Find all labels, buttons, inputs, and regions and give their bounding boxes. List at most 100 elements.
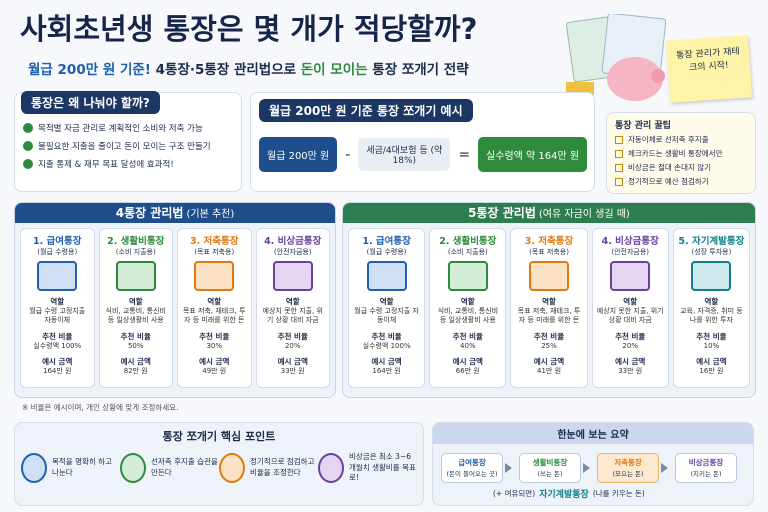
plan-subtitle: (여유 자금이 생길 때) [538, 209, 630, 220]
role-label: 역할 [704, 297, 719, 306]
amount-label: 예시 금액 [199, 357, 230, 367]
account-card: 2. 생활비통장 (소비 지출용) 역할 식비, 교통비, 통신비 등 일상생활비 사… [98, 228, 173, 388]
subtitle-part: 월급 200만 원 기준! [28, 62, 151, 78]
amount-value: 82만 원 [123, 367, 148, 376]
amount-value: 49만 원 [202, 367, 227, 376]
account-purpose: (소비 지출용) [447, 248, 488, 256]
ratio-value: 20% [284, 342, 301, 350]
plan-header: 4통장 관리법 (기본 추천) [15, 203, 335, 223]
tip-item: 정기적으로 예산 점검하기 [615, 176, 755, 187]
account-card: 3. 저축통장 (목표 저축용) 역할 목표 저축, 재테크, 투자 등 미래를 위한… [177, 228, 252, 388]
ratio-label: 추천 비율 [199, 332, 230, 341]
sticky-note: 통장 관리가 재테크의 시작! [665, 35, 753, 103]
role-label: 역할 [542, 297, 556, 306]
account-icon [691, 261, 732, 291]
role-label: 역할 [207, 297, 222, 306]
plan-title: 5통장 관리법 [468, 206, 536, 220]
account-card: 5. 자기계발통장 (성장 투자용) 역할 교육, 자격증, 취미 등 나를 위한 투… [672, 228, 751, 388]
plan-title: 4통장 관리법 [115, 206, 184, 220]
points-title: 통장 쪼개기 핵심 포인트 [162, 430, 276, 443]
extra-prefix: (+ 여유되면) [493, 489, 536, 498]
account-purpose: (소비 지출용) [115, 248, 156, 256]
role-text: 월급 수령 고정지출 자동이체 [354, 307, 419, 325]
amount-label: 예시 금액 [277, 357, 308, 367]
points-box: 통장 쪼개기 핵심 포인트 목적을 명확히 하고 나눈다 선저축 후지출 습관을 … [14, 422, 424, 506]
point-item: 목적을 명확히 하고 나눈다 [21, 452, 120, 484]
role-text: 교육, 자격증, 취미 등 나를 위한 투자 [680, 307, 743, 325]
step-name: 비상금통장 [688, 458, 724, 467]
account-card: 4. 비상금통장 (안전자금용) 역할 예상치 못한 지출, 위기 상황 대비 자금 추… [591, 228, 669, 388]
account-purpose: (안전자금용) [611, 248, 650, 256]
step-name: 급여통장 [458, 458, 486, 467]
check-icon [23, 123, 33, 133]
why-item: 불필요한 지출을 줄이고 돈이 모이는 구조 만들기 [23, 140, 241, 152]
ratio-value: 30% [206, 342, 223, 350]
card-row: 1. 급여통장 (월급 수령용) 역할 월급 수령 고정지출 자동이체 추천 비율 실수령… [15, 223, 335, 393]
account-icon [366, 261, 407, 291]
tip-text: 자동이체로 선저축 후지출 [628, 135, 709, 144]
footnote: ※ 비율은 예시이며, 개인 상황에 맞게 조정하세요. [22, 403, 179, 412]
deduction: 세금/4대보험 등 (약 18%) [358, 138, 451, 171]
illustration [565, 14, 667, 101]
checkbox [615, 163, 623, 172]
amount-value: 41만 원 [537, 367, 562, 376]
ratio-value: 50% [127, 342, 144, 350]
ratio-label: 추천 비율 [42, 332, 73, 341]
plan-subtitle: (기본 추천) [186, 209, 235, 220]
role-label: 역할 [379, 297, 394, 306]
amount-label: 예시 금액 [452, 357, 483, 367]
account-icon [37, 261, 78, 291]
amount-value: 164만 원 [372, 367, 401, 376]
points-list: 목적을 명확히 하고 나눈다 선저축 후지출 습관을 만든다 정기적으로 점검하고 … [15, 444, 423, 484]
net-income: 실수령액 약 164만 원 [478, 137, 588, 172]
title: 사회초년생 통장은 몇 개가 적당할까? [20, 12, 478, 46]
account-name: 2. 생활비통장 [107, 236, 165, 247]
step-desc: (쓰는 돈) [537, 470, 563, 478]
account-card: 3. 저축통장 (목표 저축용) 역할 목표 저축, 재테크, 투자 등 미래를 위한… [510, 228, 588, 388]
operator: - [345, 146, 351, 163]
ratio-label: 추천 비율 [371, 332, 402, 341]
role-text: 예상치 못한 지출, 위기 상황 대비 자금 [596, 307, 664, 325]
account-name: 4. 비상금통장 [264, 236, 322, 247]
checkbox [615, 135, 623, 144]
tips-box: 통장 관리 꿀팁 자동이체로 선저축 후지출 체크카드는 생활비 통장에서만 비상금… [606, 112, 756, 194]
subtitle-part: 통장 쪼개기 전략 [367, 62, 469, 78]
tip-text: 비상금은 절대 손대지 않기 [628, 163, 712, 172]
account-name: 1. 급여통장 [33, 236, 82, 247]
amount-label: 예시 금액 [533, 357, 565, 367]
tip-text: 체크카드는 생활비 통장에서만 [628, 149, 723, 158]
why-text: 목적별 자금 관리로 계획적인 소비와 저축 가능 [38, 124, 203, 134]
summary-step: 급여통장 (돈이 들어오는 곳) [441, 453, 503, 483]
amount-label: 예시 금액 [42, 357, 73, 367]
amount-value: 66만 원 [455, 367, 480, 376]
amount-value: 16만 원 [699, 367, 724, 376]
point-icon [21, 452, 47, 483]
point-icon [219, 452, 245, 483]
amount-label: 예시 금액 [615, 357, 646, 367]
ratio-label: 추천 비율 [277, 332, 308, 341]
role-text: 월급 수령 고정지출 자동이체 [29, 307, 86, 325]
why-text: 지출 통제 & 재무 목표 달성에 효과적! [38, 160, 174, 170]
role-text: 식비, 교통비, 통신비 등 일상생활비 사용 [105, 307, 166, 325]
account-purpose: (월급 수령용) [366, 248, 407, 256]
account-card: 1. 급여통장 (월급 수령용) 역할 월급 수령 고정지출 자동이체 추천 비율 실수령… [348, 228, 426, 388]
ratio-value: 25% [541, 342, 557, 350]
step-desc: (지키는 돈) [690, 470, 722, 478]
ratio-label: 추천 비율 [452, 332, 483, 341]
arrow [583, 463, 595, 473]
role-label: 역할 [128, 297, 143, 306]
account-purpose: (성장 투자용) [691, 248, 732, 256]
account-icon [447, 261, 488, 291]
summary-extra: (+ 여유되면) 자기계발통장 (나를 키우는 돈) [493, 487, 645, 500]
account-card: 2. 생활비통장 (소비 지출용) 역할 식비, 교통비, 통신비 등 일상생활비 사… [429, 228, 507, 388]
account-icon [194, 261, 235, 291]
why-item: 지출 통제 & 재무 목표 달성에 효과적! [23, 158, 241, 170]
amount-label: 예시 금액 [371, 357, 402, 367]
section-title: 통장은 왜 나눠야 할까? [21, 91, 160, 114]
amount-label: 예시 금액 [120, 357, 151, 367]
amount-value: 33만 원 [618, 367, 643, 376]
summary-box: 한눈에 보는 요약 급여통장 (돈이 들어오는 곳) 생활비통장 (쓰는 돈) 저축통장… [432, 422, 754, 506]
summary-step: 비상금통장 (지키는 돈) [675, 453, 737, 483]
